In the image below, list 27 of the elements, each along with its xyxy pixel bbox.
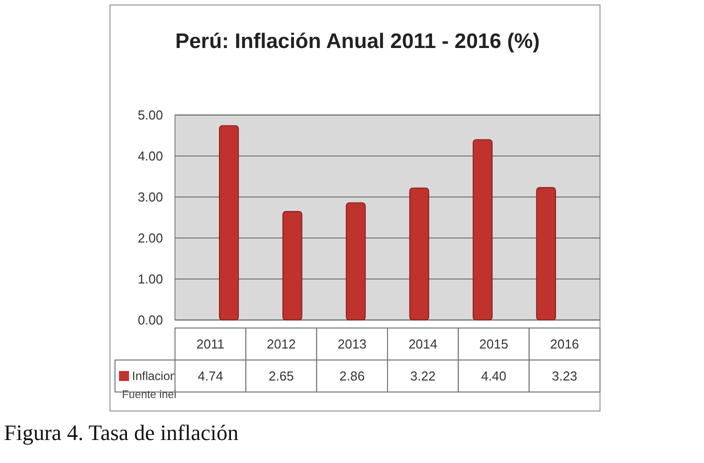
- x-tick-label: 2012: [266, 336, 296, 352]
- x-tick-label: 2014: [408, 336, 438, 352]
- data-label: 2.86: [339, 368, 365, 384]
- y-tick-label: 0.00: [138, 312, 163, 328]
- bar: [409, 188, 430, 320]
- y-tick-label: 3.00: [138, 190, 163, 205]
- bar: [219, 125, 239, 320]
- data-label: 3.22: [410, 368, 436, 384]
- text: Figura 4. Tasa de inflación: [4, 420, 238, 445]
- y-tick-label: 4.00: [138, 148, 163, 164]
- bar: [536, 187, 556, 320]
- x-tick-label: 2015: [479, 336, 508, 352]
- bar: [282, 210, 302, 320]
- y-tick-label: 5.00: [138, 108, 163, 123]
- y-tick-label: 1.00: [138, 272, 163, 287]
- source-note: Fuente inei: [122, 389, 176, 401]
- chart-title: Perú: Inflación Anual 2011 - 2016 (%): [175, 30, 540, 53]
- bar: [472, 139, 493, 320]
- x-tick-label: 2016: [550, 336, 580, 352]
- data-label: 3.23: [552, 368, 578, 384]
- data-label: 2.65: [268, 368, 294, 384]
- x-tick-label: 2013: [338, 336, 367, 352]
- x-tick-label: 2011: [196, 336, 224, 352]
- bar: [346, 202, 366, 320]
- data-label: 4.74: [198, 368, 224, 384]
- data-label: 4.40: [481, 368, 506, 384]
- y-tick-label: 2.00: [138, 230, 163, 246]
